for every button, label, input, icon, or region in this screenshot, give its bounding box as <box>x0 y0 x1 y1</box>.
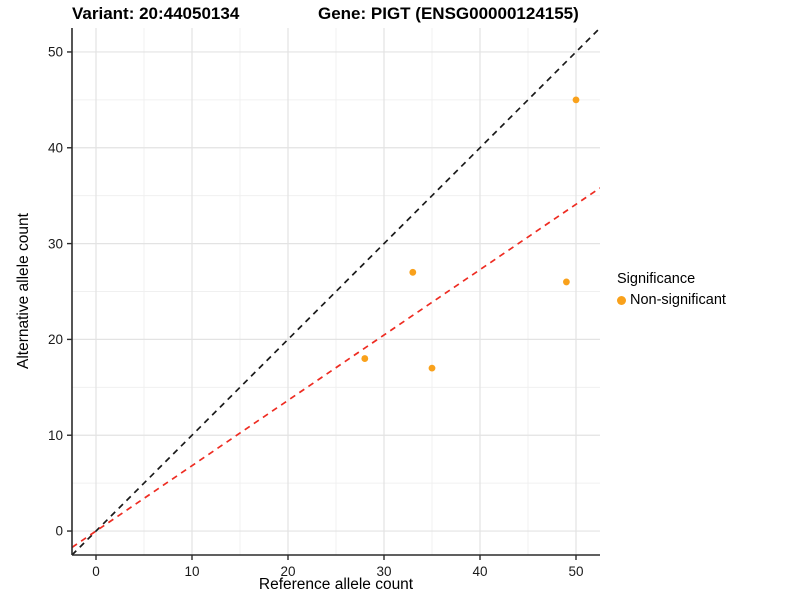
non-significant-point-icon <box>617 295 626 305</box>
legend-item-non-significant: Non-significant <box>617 292 726 308</box>
legend-item-label: Non-significant <box>630 292 726 308</box>
legend: Significance Non-significant <box>617 271 726 308</box>
legend-title: Significance <box>617 271 696 287</box>
y-tick-label: 50 <box>48 45 63 60</box>
variant-title: Variant: 20:44050134 <box>72 4 240 23</box>
y-tick-label: 20 <box>48 332 63 347</box>
x-tick-label: 20 <box>280 564 295 579</box>
data-point <box>361 355 369 362</box>
identity-line <box>72 28 600 555</box>
y-tick-label: 10 <box>48 428 63 443</box>
x-tick-label: 30 <box>376 564 391 579</box>
x-tick-label: 0 <box>92 564 100 579</box>
data-point <box>563 278 570 286</box>
y-tick-label: 0 <box>55 524 63 539</box>
x-tick-label: 10 <box>184 564 199 579</box>
y-tick-label: 40 <box>48 140 63 155</box>
y-tick-label: 30 <box>48 236 63 251</box>
ratio-line <box>72 187 600 549</box>
x-tick-label: 50 <box>568 564 583 579</box>
gene-title: Gene: PIGT (ENSG00000124155) <box>318 4 579 23</box>
y-axis-title: Alternative allele count <box>15 213 32 369</box>
data-point <box>409 268 417 276</box>
x-axis-title: Reference allele count <box>258 576 414 593</box>
data-point <box>572 96 580 104</box>
data-point <box>428 364 436 372</box>
x-tick-label: 40 <box>472 564 487 579</box>
